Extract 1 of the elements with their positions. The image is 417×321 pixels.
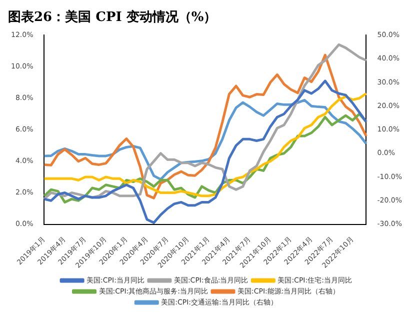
chart-title: 图表26：美国 CPI 变动情况（%） [8,8,218,27]
